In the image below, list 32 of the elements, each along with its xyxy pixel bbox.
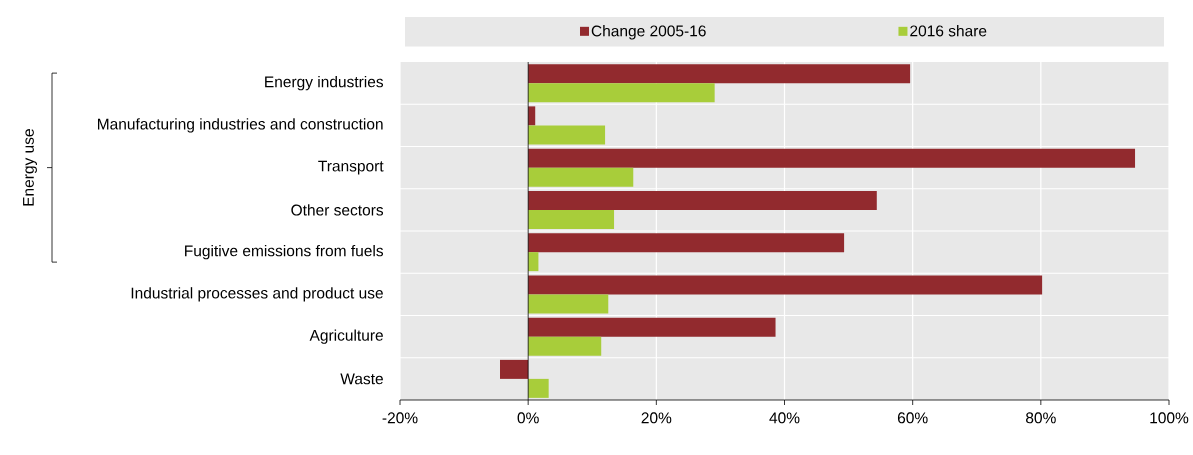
bar bbox=[499, 359, 529, 379]
x-tick-label: 100% bbox=[1150, 412, 1189, 424]
x-tick-label: -20% bbox=[382, 412, 418, 424]
y-tick-label: Waste bbox=[340, 373, 383, 385]
bar bbox=[528, 209, 615, 229]
bar bbox=[528, 167, 634, 187]
x-tick-label: 80% bbox=[1026, 412, 1056, 424]
legend-label: 2016 share bbox=[910, 25, 987, 37]
x-tick-label: 60% bbox=[897, 412, 928, 424]
bar bbox=[528, 336, 602, 356]
bar bbox=[528, 317, 776, 337]
bar bbox=[528, 64, 911, 84]
bar bbox=[528, 294, 609, 314]
y-tick-label: Energy industries bbox=[265, 75, 384, 91]
bar bbox=[528, 83, 715, 103]
y-tick-label: Industrial processes and product use bbox=[131, 287, 383, 302]
x-tick-label: 40% bbox=[769, 412, 800, 424]
y-tick-label: Fugitive emissions from fuels bbox=[185, 244, 384, 260]
bar bbox=[528, 125, 606, 145]
bar bbox=[528, 190, 877, 210]
legend-label: Change 2005-16 bbox=[591, 25, 706, 40]
text: Energy use bbox=[23, 129, 37, 206]
x-tick-label: 20% bbox=[641, 412, 672, 424]
y-tick-label: Agriculture bbox=[309, 329, 383, 344]
x-tick-label: 0% bbox=[517, 412, 539, 424]
y-tick-label: Other sectors bbox=[291, 204, 384, 216]
bar bbox=[528, 275, 1043, 295]
bar bbox=[528, 148, 1136, 168]
bar bbox=[528, 378, 549, 398]
bar bbox=[528, 233, 845, 253]
y-tick-label: Transport bbox=[318, 160, 384, 175]
y-tick-label: Manufacturing industries and construction bbox=[97, 118, 383, 133]
